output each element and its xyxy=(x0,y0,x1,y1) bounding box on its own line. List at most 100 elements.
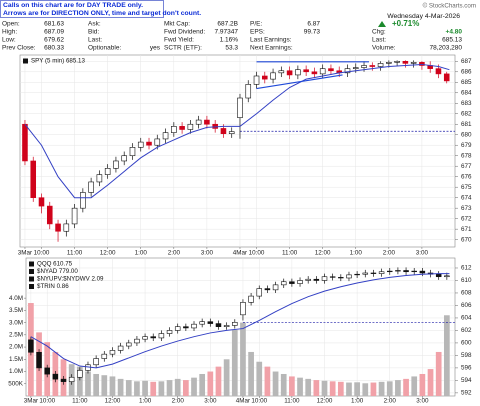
volume-bar xyxy=(199,373,206,396)
candle-body xyxy=(232,322,238,326)
moving-average xyxy=(24,63,450,199)
volume-tick-label: 2.5M xyxy=(9,332,23,339)
quote-label: SCTR (ETF): xyxy=(164,45,202,52)
volume-bar xyxy=(158,381,165,396)
candle-body xyxy=(297,280,303,284)
x-tick-label: 10:00 xyxy=(249,250,265,257)
candle-body xyxy=(361,65,367,68)
y-tick-label: 676 xyxy=(461,173,472,180)
volume-bar xyxy=(329,381,336,396)
quote-value: 78,203,280 xyxy=(429,45,462,52)
candle-body xyxy=(435,68,442,75)
candle-body xyxy=(158,333,165,339)
candle-body xyxy=(88,181,94,193)
candle-body xyxy=(248,295,254,303)
candle-body xyxy=(171,126,177,133)
candle-body xyxy=(240,302,246,316)
volume-tick-label: 2.0M xyxy=(9,344,23,351)
x-tick-label: 3Mar xyxy=(18,250,32,257)
volume-bar xyxy=(207,371,214,396)
candle-body xyxy=(46,205,53,225)
candle-body xyxy=(370,272,377,274)
legend-label: $NYUPV:$NYDWV 2.09 xyxy=(37,276,104,283)
candle-body xyxy=(338,277,344,279)
candle-body xyxy=(272,284,279,291)
candle-body xyxy=(295,69,301,76)
candle-body xyxy=(191,323,197,329)
volume-bar xyxy=(337,381,344,396)
volume-bar xyxy=(134,381,140,396)
y-tick-label: 594 xyxy=(461,377,472,384)
notice-line: Arrows are for DIRECTION ONLY, time and … xyxy=(3,10,201,17)
y-tick-label: 674 xyxy=(461,194,472,201)
volume-bar xyxy=(191,377,197,396)
volume-bar xyxy=(223,359,230,396)
candle-body xyxy=(137,141,144,148)
y-tick-label: 596 xyxy=(461,365,472,372)
volume-bar xyxy=(125,380,132,396)
candle-body xyxy=(207,321,214,324)
candle-body xyxy=(38,197,45,207)
candle-body xyxy=(146,141,152,146)
candle-body xyxy=(154,138,161,146)
x-tick-label: 4Mar xyxy=(236,398,250,405)
x-tick-label: 11:00 xyxy=(67,250,83,257)
y-tick-label: 681 xyxy=(461,121,472,128)
volume-bar xyxy=(85,371,91,396)
candle-body xyxy=(395,270,401,272)
quote-table: Open: 681.63 High: 687.09 Low: 679.62 Prev Clo… xyxy=(2,21,462,52)
x-tick-label: 11:00 xyxy=(72,398,88,405)
candle-body xyxy=(321,276,328,281)
quote-value: 680.33 xyxy=(44,45,64,52)
volume-bar xyxy=(183,380,189,396)
quote-value: 6.87 xyxy=(307,21,320,28)
y-tick-label: 612 xyxy=(461,265,472,272)
y-tick-label: 610 xyxy=(461,277,472,284)
candle-body xyxy=(362,272,369,275)
volume-tick-label: 500K xyxy=(8,380,24,387)
legend-label: $NYAD 779.00 xyxy=(37,268,78,275)
candle-body xyxy=(369,65,376,67)
candle-body xyxy=(346,274,352,279)
candle-body xyxy=(319,68,326,75)
quote-label: Mkt Cap: xyxy=(164,21,190,28)
quote-label: Open: xyxy=(2,21,20,28)
x-tick-label: 2:00 xyxy=(383,250,396,257)
volume-bar xyxy=(174,378,181,396)
candle-body xyxy=(93,358,99,366)
candle-body xyxy=(435,273,442,278)
x-tick-label: 11:00 xyxy=(282,250,298,257)
charts: 670 671 672 673 674 675 676 677 678 679 680 681 682 6… xyxy=(8,54,472,405)
quote-value: 679.62 xyxy=(44,37,64,44)
x-tick-label: 11:00 xyxy=(284,398,300,405)
candle-body xyxy=(286,70,293,76)
quote-value: +4.80 xyxy=(446,29,463,36)
candle-body xyxy=(344,68,351,74)
candle-body xyxy=(134,338,140,344)
candle-body xyxy=(289,281,295,284)
quote-value: 687.09 xyxy=(44,29,64,36)
volume-bar xyxy=(231,329,238,396)
x-tick-label: 3:00 xyxy=(201,250,214,257)
candle-body xyxy=(303,69,309,73)
volume-bar xyxy=(321,380,328,396)
volume-bar xyxy=(264,366,271,396)
x-tick-label: 12:00 xyxy=(105,398,121,405)
x-tick-label: 3Mar xyxy=(24,398,38,405)
candle-body xyxy=(311,71,318,75)
quote-label: Optionable: xyxy=(88,45,121,52)
quote-label: Bid: xyxy=(88,29,99,36)
candle-body xyxy=(55,223,61,232)
candle-body xyxy=(256,288,263,297)
volume-bar xyxy=(419,373,426,396)
x-tick-label: 2:00 xyxy=(384,398,397,405)
candle-body xyxy=(278,70,285,74)
quote-label: Fwd Dividend: xyxy=(164,29,205,36)
candle-body xyxy=(386,62,392,64)
candle-body xyxy=(174,326,181,331)
volume-bar xyxy=(280,373,287,396)
trend-line xyxy=(256,74,343,90)
candle-body xyxy=(410,62,417,64)
candle-body xyxy=(354,273,360,276)
